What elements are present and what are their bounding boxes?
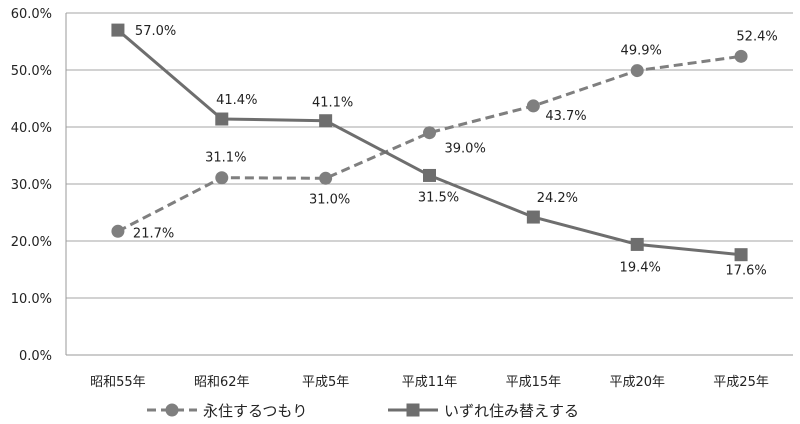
legend-item: いずれ住み替えする [388,402,579,420]
data-label: 17.6% [725,264,766,279]
x-tick-label: 平成25年 [713,375,769,390]
data-label: 31.0% [309,192,350,207]
data-point-square [319,114,333,128]
legend-label: 永住するつもり [203,402,307,420]
data-label: 41.4% [216,93,257,108]
data-point-circle [215,171,229,185]
legend-item: 永住するつもり [147,402,307,420]
x-tick-label: 昭和55年 [90,375,146,390]
series-layer [111,23,748,262]
data-label: 21.7% [133,226,174,241]
data-label: 41.1% [312,96,353,111]
data-label: 31.5% [418,190,459,205]
y-tick-label: 40.0% [11,121,52,136]
data-point-square [111,23,125,37]
data-point-circle [734,49,748,63]
data-point-circle [630,64,644,78]
data-point-circle [423,126,436,140]
data-label: 57.0% [135,24,176,39]
data-labels: 21.7% 31.1% 31.0% 39.0% 43.7% 49.9% 52.4% 57.0%… [133,24,778,279]
data-point-circle [319,171,333,185]
data-label: 19.4% [620,260,661,275]
x-tick-label: 平成20年 [609,375,665,390]
gridlines [66,12,793,356]
data-label: 52.4% [736,29,777,44]
x-axis: 昭和55年 昭和62年 平成5年 平成11年 平成15年 平成20年 平成25年 [90,375,769,390]
legend-marker-circle [165,403,179,417]
data-label: 43.7% [545,109,586,124]
legend: 永住するつもり いずれ住み替えする [147,402,579,420]
y-tick-label: 30.0% [11,178,52,193]
legend-label: いずれ住み替えする [444,402,579,420]
x-tick-label: 昭和62年 [194,375,250,390]
data-point-circle [526,99,540,113]
data-point-circle [111,224,125,238]
y-tick-label: 10.0% [11,292,52,307]
data-label: 31.1% [205,151,246,166]
data-point-square [734,248,748,262]
data-label: 24.2% [537,191,578,206]
data-point-square [630,237,644,251]
data-label: 49.9% [621,44,662,59]
data-point-square [526,210,540,224]
y-axis: 0.0% 10.0% 20.0% 30.0% 40.0% 50.0% 60.0% [11,7,67,364]
x-tick-label: 平成5年 [302,375,349,390]
legend-marker-square [406,403,420,417]
data-label: 39.0% [445,142,486,157]
y-tick-label: 50.0% [11,64,52,79]
x-tick-label: 平成11年 [402,375,458,390]
data-point-square [423,168,436,182]
y-tick-label: 0.0% [19,349,52,364]
series-line-2 [116,28,742,257]
y-tick-label: 20.0% [11,235,52,250]
data-point-square [215,112,229,126]
y-tick-label: 60.0% [11,7,52,22]
x-tick-label: 平成15年 [506,375,562,390]
